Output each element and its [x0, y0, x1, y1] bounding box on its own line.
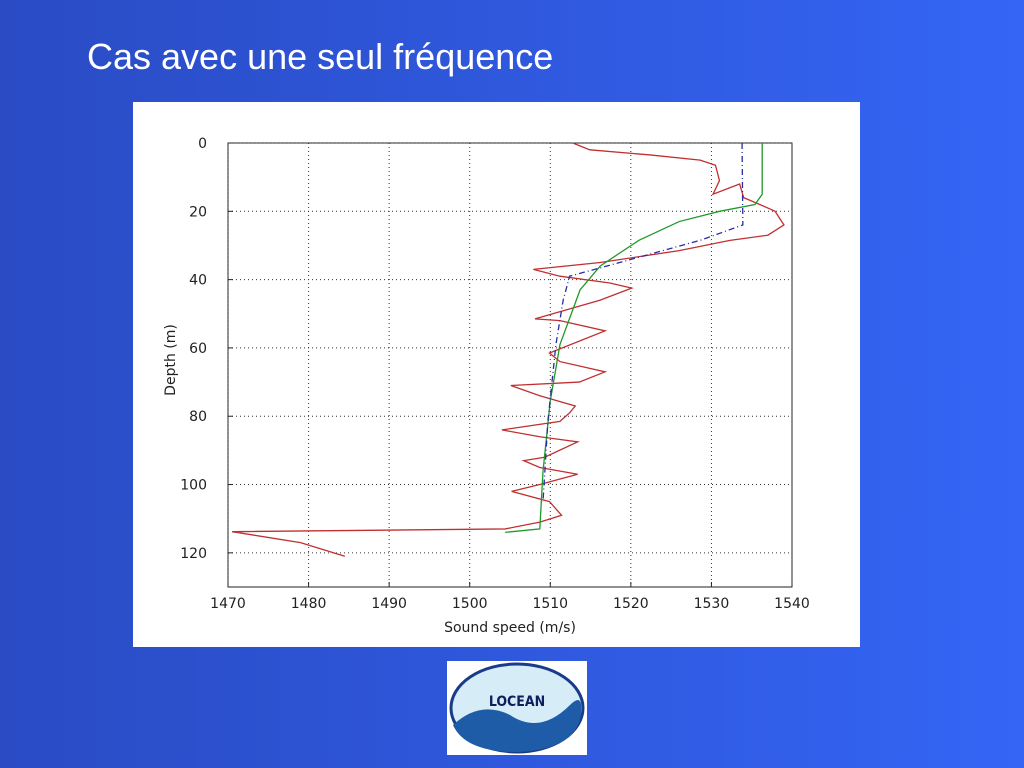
plot: 1470 1480 1490 1500 1510 1520 1530 1540 0 20 40 60 8…	[180, 136, 810, 612]
profile-line	[542, 142, 744, 502]
logo: LOCEAN	[447, 661, 587, 755]
y-axis-label: Depth (m)	[163, 324, 179, 396]
profile-line	[505, 143, 763, 534]
y-tick-label: 80	[189, 409, 207, 425]
y-tick-label: 60	[189, 341, 207, 357]
x-axis-label: Sound speed (m/s)	[444, 620, 576, 636]
y-tick-label: 40	[189, 273, 207, 289]
x-tick-label: 1530	[694, 596, 730, 612]
y-tick-label: 20	[189, 204, 207, 220]
x-tick-label: 1480	[291, 596, 327, 612]
y-tick-label: 120	[180, 546, 207, 562]
logo-wave	[453, 700, 582, 752]
slide-title: Cas avec une seul fréquence	[87, 36, 554, 77]
y-tick-label: 100	[180, 478, 207, 494]
y-tick-label: 0	[198, 136, 207, 152]
profile-line	[231, 142, 785, 557]
x-tick-label: 1520	[613, 596, 649, 612]
x-tick-label: 1510	[532, 596, 568, 612]
logo-text: LOCEAN	[489, 694, 545, 710]
x-tick-label: 1540	[774, 596, 810, 612]
x-tick-label: 1490	[371, 596, 407, 612]
x-tick-label: 1470	[210, 596, 246, 612]
plot-area	[227, 142, 793, 588]
x-tick-label: 1500	[452, 596, 488, 612]
